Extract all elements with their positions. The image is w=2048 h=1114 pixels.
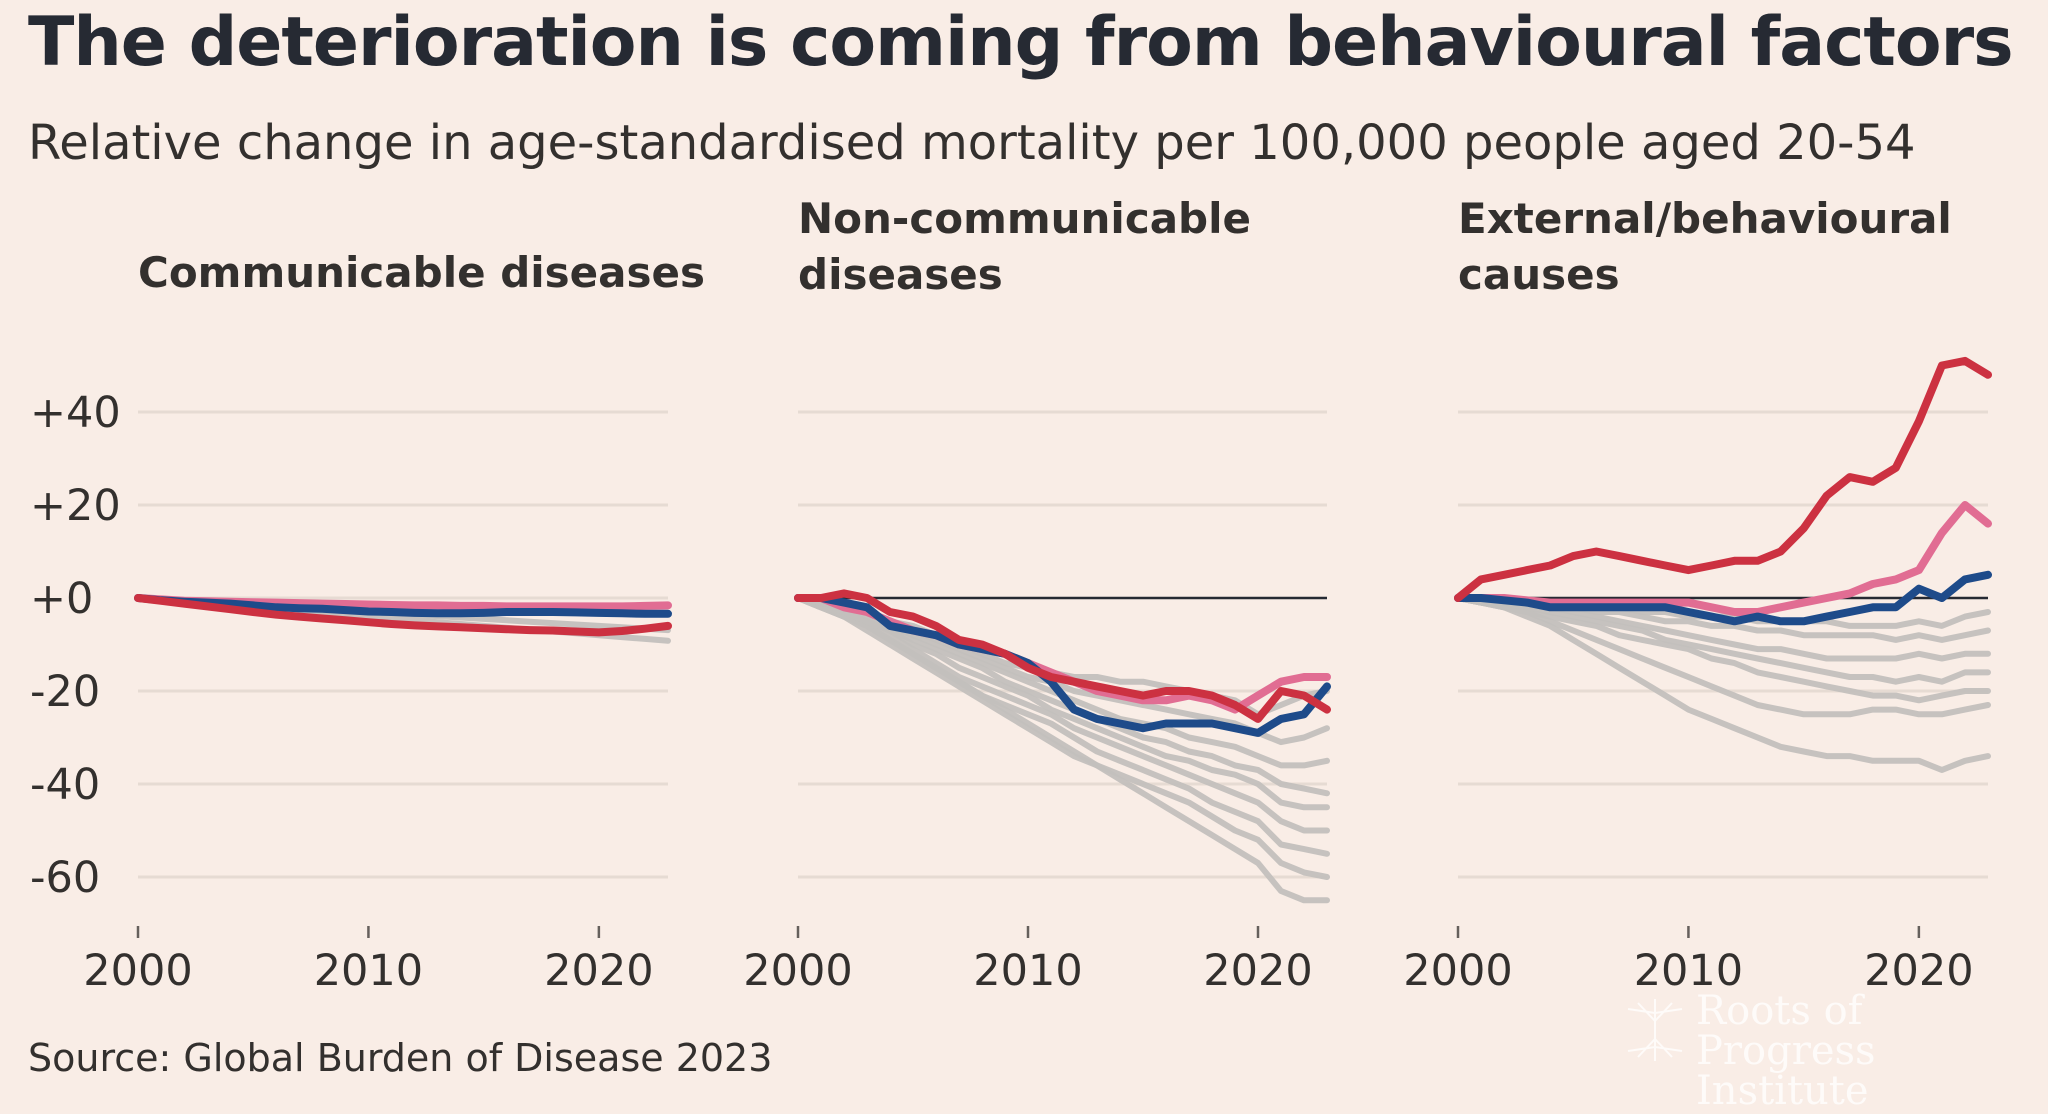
series-line-grey	[795, 595, 1330, 880]
series-line-grey	[1455, 595, 1991, 704]
series-line-grey	[1455, 595, 1991, 773]
chart-subtitle: Relative change in age-standardised mort…	[28, 115, 1916, 171]
panel-title: External/behavioural	[1458, 194, 1952, 243]
series-line-grey	[1455, 595, 1991, 685]
panel-2: Non-communicable diseases 2000 2010 2020	[743, 194, 1331, 996]
series-line-blue	[1454, 570, 1992, 626]
series-line-blue	[794, 594, 1331, 737]
series-line-grey	[795, 595, 1330, 857]
y-tick-label: +40	[30, 388, 121, 438]
x-tick-label: 2000	[743, 946, 852, 996]
watermark-logo: Roots of Progress Institute	[1620, 991, 2026, 1111]
chart-title: The deterioration is coming from behavio…	[28, 3, 2014, 82]
series-line-red	[134, 594, 672, 637]
x-tick-label: 2000	[1403, 946, 1512, 996]
y-tick-label: -20	[30, 667, 100, 717]
series-line-pink	[1454, 501, 1992, 616]
series-line-grey	[795, 595, 1330, 797]
panel-title: causes	[1458, 250, 1620, 299]
x-tick-label: 2010	[973, 946, 1082, 996]
series-line-red	[1454, 356, 1992, 602]
x-tick-label: 2020	[544, 946, 653, 996]
x-tick-label: 2010	[314, 946, 423, 996]
tree-icon	[1627, 999, 1683, 1061]
series-line-grey	[1455, 595, 1991, 718]
series-line-red	[794, 589, 1331, 723]
source-note: Source: Global Burden of Disease 2023	[28, 1036, 773, 1080]
x-tick-label: 2020	[1203, 946, 1312, 996]
x-tick-label: 2000	[83, 946, 192, 996]
panel-1: Communicable diseases 2000 2010 2020	[83, 248, 705, 996]
x-tick-label: 2010	[1634, 946, 1743, 996]
panel-3: External/behavioural causes 2000 2010 2020	[1403, 194, 1992, 996]
series-line-blue	[134, 594, 672, 618]
panel-title: Communicable diseases	[138, 248, 705, 297]
y-tick-label: -40	[30, 760, 100, 810]
panel-title: Non-communicable	[798, 194, 1251, 243]
series-line-grey	[795, 595, 1330, 834]
panel-title: diseases	[798, 250, 1003, 299]
y-tick-label: -60	[30, 853, 100, 903]
y-tick-label: +0	[30, 574, 93, 624]
y-tick-label: +20	[30, 481, 121, 531]
x-tick-label: 2020	[1864, 946, 1973, 996]
watermark-text: Roots of Progress Institute	[1696, 988, 1876, 1114]
